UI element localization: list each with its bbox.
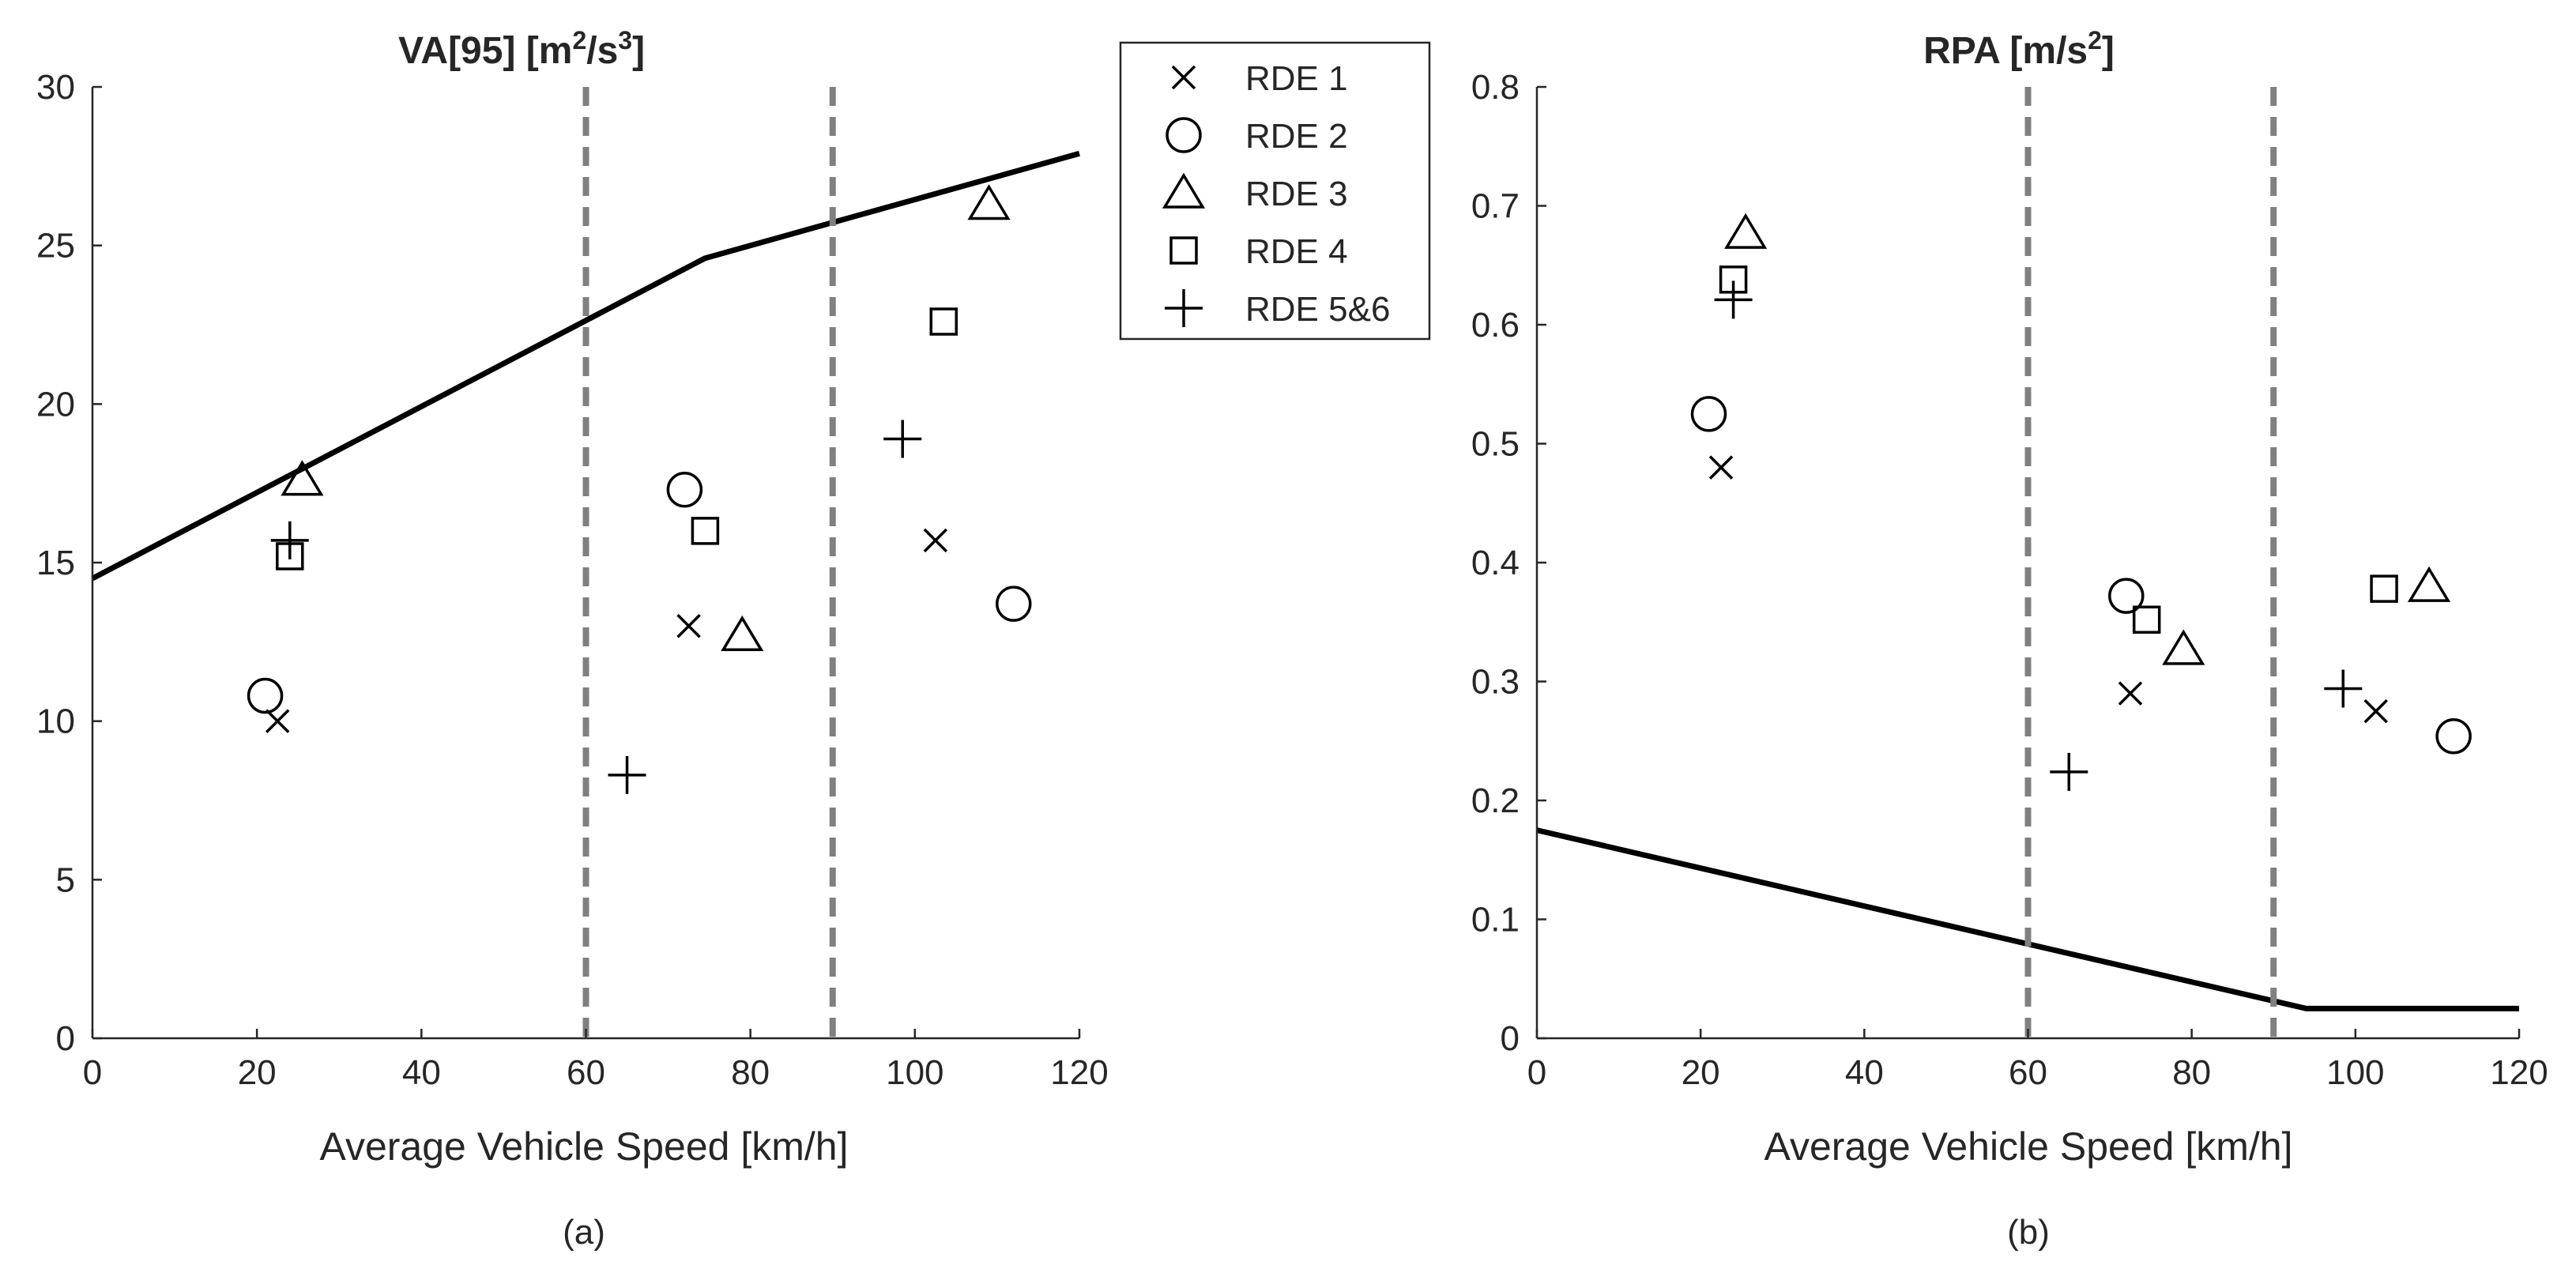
panel-a-x-tick-label: 40: [402, 1053, 441, 1092]
legend-marker-rde-5-6: [1165, 289, 1203, 327]
panel-a-x-tick-label: 100: [886, 1053, 943, 1092]
panel-b-point-rde-2: [2435, 717, 2472, 755]
legend-box: [1119, 41, 1431, 341]
legend-item-rde-4: RDE 4: [1169, 232, 1348, 271]
panel-b-threshold-group: [2024, 87, 2277, 1038]
legend-item-rde-2: RDE 2: [1166, 117, 1348, 156]
panel-b-x-tick-label: 40: [1845, 1053, 1884, 1092]
panel-b-x-tick-label: 120: [2490, 1053, 2548, 1092]
legend-marker-rde-2: [1166, 117, 1202, 153]
panel-b-x-tick-label: 20: [1682, 1053, 1720, 1092]
panel-b-point-rde-5-6: [2050, 752, 2088, 791]
panel-b-chart: RPA [m/s2] 0 20 40 60 80 100 12000.10.20.30.40…: [1471, 26, 2548, 1252]
legend-label-rde-5-6: RDE 5&6: [1245, 290, 1390, 329]
panel-b-y-tick-label: 0.4: [1471, 544, 1520, 582]
panel-a-point-rde-3: [721, 615, 764, 652]
panel-b-y-tick-label: 0.8: [1471, 68, 1520, 107]
panel-b-caption: (b): [2007, 1213, 2050, 1252]
legend-label-rde-2: RDE 2: [1245, 117, 1348, 156]
legend-marker-rde-4: [1169, 236, 1198, 265]
panel-b-y-tick-label: 0.7: [1471, 187, 1520, 226]
panel-b-point-rde-4: [2370, 574, 2398, 603]
panel-b-point-rde-3: [1724, 213, 1768, 249]
legend-item-rde-5-6: RDE 5&6: [1165, 289, 1390, 329]
legend-item-rde-1: RDE 1: [1171, 59, 1348, 98]
panel-b-markers: [1690, 213, 2472, 791]
panel-b-axes: 0 20 40 60 80 100 120 0 0.1 0.2 0.3 0.4 0.5 0.6 0.7 0.8: [1471, 68, 2548, 1092]
legend-label-rde-1: RDE 1: [1245, 59, 1348, 98]
panel-a-markers: [247, 184, 1032, 794]
panel-a-point-rde-3: [967, 184, 1011, 220]
panel-b-point-rde-3: [2162, 629, 2205, 665]
panel-b-x-tick-label: 80: [2172, 1053, 2211, 1092]
panel-a-point-rde-5-6: [270, 521, 309, 559]
panel-a-point-rde-3: [281, 460, 324, 496]
panel-b-point-rde-2: [1690, 396, 1727, 432]
panel-a-point-rde-1: [265, 709, 290, 733]
panel-b-point-rde-1: [2363, 699, 2388, 724]
panel-a-point-rde-2: [995, 586, 1032, 622]
legend-items: RDE 1 RDE 2 RDE 3 RDE 4 RDE 5&6: [1162, 59, 1390, 329]
panel-b-y-tick-label: 0.6: [1471, 306, 1520, 345]
panel-b-x-tick-label: 0: [1527, 1053, 1546, 1092]
panel-a-y-tick-label: 20: [36, 385, 75, 424]
legend-marker-rde-3: [1162, 172, 1206, 209]
panel-b-limit-line: [1536, 827, 2519, 1011]
panel-a-xlabel: Average Vehicle Speed [km/h]: [320, 1124, 849, 1169]
panel-a-point-rde-5-6: [608, 755, 646, 794]
panel-a-point-rde-2: [247, 677, 284, 714]
panel-a-axes: 0 20 40 60 80 100 120 0 5 10 15 20 25 30: [36, 68, 1109, 1092]
panel-a-title: VA[95] [m2/s3]: [398, 26, 645, 72]
panel-a-point-rde-1: [923, 528, 948, 553]
panel-a-point-rde-4: [691, 517, 720, 545]
panel-a-chart: VA[95] [m2/s3] 0 20 40 60 80 100 120 0 5 10 15 20 25…: [36, 26, 1109, 1252]
legend: RDE 1 RDE 2 RDE 3 RDE 4 RDE 5&6: [1119, 41, 1431, 341]
panel-a-y-tick-label: 25: [36, 227, 75, 265]
panel-b-point-rde-4: [2132, 605, 2161, 634]
panel-a-x-tick-label: 20: [238, 1053, 277, 1092]
panel-a-x-tick-label: 0: [83, 1053, 102, 1092]
panel-b-y-tick-label: 0.2: [1471, 781, 1520, 820]
panel-a-caption: (a): [563, 1213, 605, 1252]
legend-label-rde-4: RDE 4: [1245, 232, 1348, 271]
panel-a-x-tick-label: 120: [1050, 1053, 1108, 1092]
panel-b-limit-group: [1536, 827, 2519, 1011]
panel-a-point-rde-2: [666, 471, 703, 508]
panel-b-point-rde-5-6: [2324, 669, 2363, 708]
panel-b-x-tick-label: 60: [2009, 1053, 2047, 1092]
panel-b-y-tick-label: 0.3: [1471, 663, 1520, 702]
panel-a-point-rde-1: [676, 614, 701, 638]
panel-b-xlabel: Average Vehicle Speed [km/h]: [1764, 1124, 2293, 1169]
panel-a-point-rde-4: [929, 307, 958, 336]
panel-a-point-rde-5-6: [883, 420, 922, 458]
legend-label-rde-3: RDE 3: [1245, 175, 1348, 213]
panel-a-x-tick-label: 60: [567, 1053, 605, 1092]
panel-b-point-rde-1: [2118, 681, 2143, 706]
legend-marker-rde-1: [1171, 65, 1196, 90]
panel-b-title: RPA [m/s2]: [1923, 26, 2115, 72]
panel-b-point-rde-3: [2407, 566, 2451, 602]
panel-b-x-tick-label: 100: [2326, 1053, 2384, 1092]
panel-a-y-tick-label: 5: [56, 860, 75, 899]
panel-b-y-tick-label: 0.5: [1471, 425, 1520, 464]
panel-b-y-tick-label: 0: [1501, 1019, 1520, 1058]
panel-a-y-tick-label: 30: [36, 68, 75, 107]
panel-a-x-tick-label: 80: [731, 1053, 770, 1092]
panel-a-threshold-group: [582, 87, 836, 1038]
panel-a-y-tick-label: 15: [36, 544, 75, 582]
panel-a-y-tick-label: 0: [56, 1019, 75, 1058]
panel-a-y-tick-label: 10: [36, 702, 75, 741]
panel-b-y-tick-label: 0.1: [1471, 901, 1520, 940]
legend-item-rde-3: RDE 3: [1162, 172, 1348, 213]
panel-b-point-rde-1: [1708, 455, 1734, 480]
panel-b-point-rde-2: [2108, 578, 2145, 614]
panel-b-point-rde-5-6: [1714, 281, 1753, 319]
